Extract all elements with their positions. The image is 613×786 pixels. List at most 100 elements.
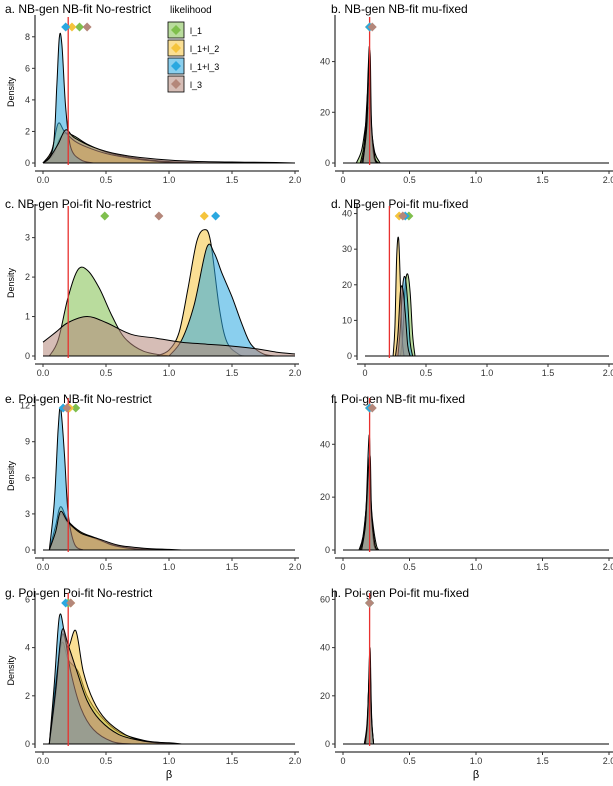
y-tick-label: 40 xyxy=(342,209,352,219)
panel-title: h. Poi-gen Poi-fit mu-fixed xyxy=(331,586,469,600)
panel-title: d. NB-gen Poi-fit mu-fixed xyxy=(331,197,468,211)
legend-label: l_3 xyxy=(190,80,202,90)
y-tick-label: 0 xyxy=(25,158,30,168)
x-tick-label: 1.0 xyxy=(470,562,483,572)
x-tick-label: 2.0 xyxy=(603,756,613,766)
legend-label: l_1+l_2 xyxy=(190,44,219,54)
y-tick-label: 4 xyxy=(25,643,30,653)
x-tick-label: 2.0 xyxy=(289,756,302,766)
x-tick-label: 1.5 xyxy=(536,562,549,572)
y-tick-label: 9 xyxy=(25,437,30,447)
panel-d: d. NB-gen Poi-fit mu-fixed 0 10 20 30 40 0 0.5 1… xyxy=(331,197,613,378)
x-tick-label: 0.5 xyxy=(100,175,113,185)
x-tick-label: 0.5 xyxy=(100,756,113,766)
x-tick-label: 2.0 xyxy=(603,175,613,185)
legend-title: likelihood xyxy=(170,5,212,16)
x-tick-label: 0 xyxy=(362,368,367,378)
density-line-l_3 xyxy=(362,49,379,164)
x-tick-label: 0.5 xyxy=(100,368,113,378)
estimate-marker-l_3 xyxy=(365,598,375,608)
y-tick-label: 0 xyxy=(325,739,330,749)
panel-title: f. Poi-gen NB-fit mu-fixed xyxy=(331,392,465,406)
density-area-l_1+l_3 xyxy=(43,33,94,164)
y-tick-label: 0 xyxy=(325,545,330,555)
panel-c: c. NB-gen Poi-fit No-restrict 0 1 2 3 0.0 0.5 1… xyxy=(5,197,301,378)
density-area-l_3 xyxy=(43,129,295,163)
y-tick-label: 6 xyxy=(25,63,30,73)
y-tick-label: 40 xyxy=(320,643,330,653)
legend-diamond-icon xyxy=(171,25,181,35)
estimate-marker-l_1 xyxy=(71,403,81,413)
panel-title: g. Poi-gen Poi-fit No-restrict xyxy=(5,586,153,600)
x-tick-label: 2.0 xyxy=(289,562,302,572)
y-tick-label: 6 xyxy=(25,473,30,483)
x-tick-label: 1.0 xyxy=(470,756,483,766)
panel-a: a. NB-gen NB-fit No-restrict 0 2 4 6 8 0.0 0.5 1… xyxy=(5,2,301,185)
y-tick-label: 2 xyxy=(25,691,30,701)
estimate-marker-l_1+l_2 xyxy=(67,22,77,32)
x-axis-label: β xyxy=(473,769,479,781)
panel-f: f. Poi-gen NB-fit mu-fixed 0 20 40 0 0.5 1.0 1.… xyxy=(320,392,613,572)
panel-title: c. NB-gen Poi-fit No-restrict xyxy=(5,197,152,211)
density-area-l_3 xyxy=(49,628,182,744)
y-axis-label: Density xyxy=(6,267,16,298)
y-tick-label: 2 xyxy=(25,272,30,282)
x-tick-label: 0.5 xyxy=(403,756,416,766)
panel-g: g. Poi-gen Poi-fit No-restrict 0 2 4 6 0.0 0.5… xyxy=(5,586,301,781)
estimate-marker-l_3 xyxy=(66,598,76,608)
x-tick-label: 0.0 xyxy=(37,562,50,572)
y-tick-label: 0 xyxy=(25,545,30,555)
estimate-marker-l_3 xyxy=(154,211,164,221)
y-axis-label: Density xyxy=(6,76,16,107)
legend-diamond-icon xyxy=(171,79,181,89)
x-tick-label: 1.0 xyxy=(163,368,176,378)
x-tick-label: 1.5 xyxy=(226,562,239,572)
legend: likelihood l_1 l_1+l_2 l_1+l_3 l_3 xyxy=(167,5,219,93)
x-tick-label: 0.5 xyxy=(403,175,416,185)
density-line-l_3 xyxy=(395,285,411,357)
x-tick-label: 1.5 xyxy=(226,175,239,185)
y-tick-label: 40 xyxy=(320,439,330,449)
y-tick-label: 0 xyxy=(325,158,330,168)
y-tick-label: 40 xyxy=(320,57,330,67)
estimate-marker-l_3 xyxy=(82,22,92,32)
y-tick-label: 10 xyxy=(342,315,352,325)
density-line-l_3 xyxy=(42,129,296,164)
x-tick-label: 0 xyxy=(340,175,345,185)
y-tick-label: 2 xyxy=(25,126,30,136)
estimate-marker-l_3 xyxy=(398,211,408,221)
x-tick-label: 2.0 xyxy=(603,562,613,572)
density-area-l_1+l_3 xyxy=(169,244,277,356)
density-area-l_3 xyxy=(395,285,411,356)
panel-title: a. NB-gen NB-fit No-restrict xyxy=(5,2,152,16)
y-tick-label: 20 xyxy=(320,492,330,502)
y-tick-label: 20 xyxy=(320,691,330,701)
y-tick-label: 6 xyxy=(25,594,30,604)
y-tick-label: 60 xyxy=(320,594,330,604)
x-tick-label: 1.5 xyxy=(536,175,549,185)
x-tick-label: 1.0 xyxy=(163,562,176,572)
x-tick-label: 2.0 xyxy=(289,368,302,378)
estimate-marker-l_1+l_3 xyxy=(61,598,71,608)
y-tick-label: 1 xyxy=(25,312,30,322)
panel-h: h. Poi-gen Poi-fit mu-fixed 0 20 40 60 0 0.5 1.… xyxy=(320,586,613,781)
density-line-l_3 xyxy=(361,454,379,551)
x-tick-label: 2.0 xyxy=(289,175,302,185)
y-tick-label: 0 xyxy=(25,739,30,749)
estimate-marker-l_1+l_3 xyxy=(211,211,221,221)
estimate-marker-l_3 xyxy=(367,403,377,413)
estimate-marker-l_1 xyxy=(75,22,85,32)
density-area-l_3 xyxy=(49,511,182,550)
legend-diamond-icon xyxy=(171,43,181,53)
x-tick-label: 0.0 xyxy=(37,368,50,378)
x-tick-label: 1.5 xyxy=(536,756,549,766)
x-tick-label: 1.5 xyxy=(542,368,555,378)
y-tick-label: 0 xyxy=(25,351,30,361)
x-tick-label: 0.5 xyxy=(100,562,113,572)
panel-b: b. NB-gen NB-fit mu-fixed 0 20 40 0 0.5 1.0 1.5… xyxy=(320,2,613,185)
x-tick-label: 1.0 xyxy=(481,368,494,378)
x-tick-label: 0.0 xyxy=(37,175,50,185)
x-tick-label: 0.5 xyxy=(420,368,433,378)
y-tick-label: 4 xyxy=(25,95,30,105)
